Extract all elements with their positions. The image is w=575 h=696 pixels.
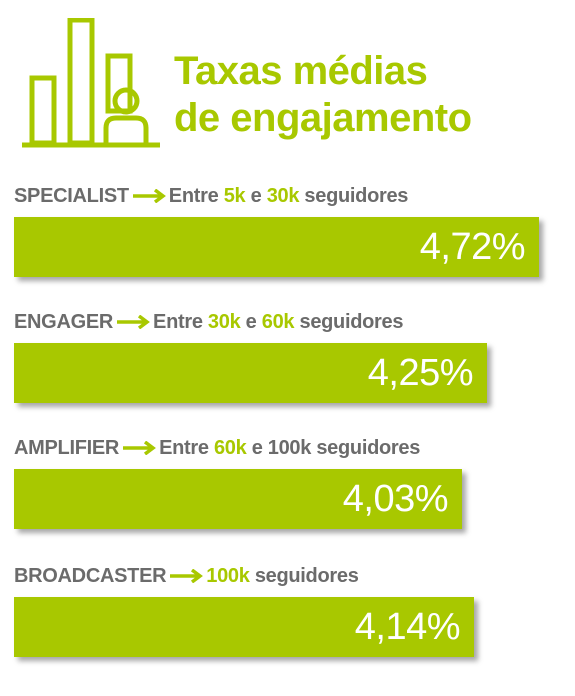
follower-range-text: Entre (159, 437, 214, 459)
arrow-right-icon (170, 569, 204, 583)
bar-value-label: 4,72% (419, 226, 526, 268)
follower-range-value: 30k (266, 185, 300, 207)
follower-range-value: 5k (223, 185, 246, 207)
bar-value-label: 4,25% (367, 352, 474, 394)
follower-range-text: seguidores (299, 185, 409, 207)
bar-value-label: 4,03% (342, 478, 449, 520)
chart-header: Taxas médias de engajamento (0, 0, 575, 170)
follower-range-text: seguidores (249, 565, 359, 587)
category-name: ENGAGER (14, 311, 114, 333)
follower-range-text: seguidores (294, 311, 404, 333)
follower-range-value: 100k (206, 565, 250, 587)
bar-value-label: 4,14% (354, 606, 461, 648)
follower-range-text: e 100k seguidores (246, 437, 421, 459)
bar-broadcaster: 4,14% (14, 597, 474, 657)
arrow-right-icon (123, 441, 156, 455)
chart-title-line2: de engajamento (174, 96, 472, 140)
category-name: BROADCASTER (14, 565, 167, 587)
bar-specialist: 4,72% (14, 217, 539, 277)
category-label: BROADCASTER 100k seguidores (14, 565, 359, 588)
arrow-right-icon (132, 189, 166, 203)
chart-title-line1: Taxas médias (174, 49, 428, 93)
follower-range-text: e (240, 311, 262, 333)
follower-range-value: 60k (213, 437, 247, 459)
arrow-right-icon (117, 315, 150, 329)
category-label: ENGAGER Entre 30k e 60k seguidores (14, 311, 404, 334)
chart-title: Taxas médias de engajamento (174, 48, 472, 142)
bar-engager: 4,25% (14, 343, 487, 403)
category-name: SPECIALIST (14, 185, 129, 207)
category-label: AMPLIFIER Entre 60k e 100k seguidores (14, 437, 420, 460)
follower-range-text: Entre (153, 311, 208, 333)
follower-range-text: Entre (168, 185, 224, 207)
bar-amplifier: 4,03% (14, 469, 462, 529)
category-name: AMPLIFIER (14, 437, 120, 459)
bar-chart-person-icon (22, 18, 160, 148)
follower-range-text: e (245, 185, 267, 207)
follower-range-value: 30k (207, 311, 241, 333)
category-label: SPECIALIST Entre 5k e 30k seguidores (14, 185, 408, 208)
follower-range-value: 60k (261, 311, 295, 333)
